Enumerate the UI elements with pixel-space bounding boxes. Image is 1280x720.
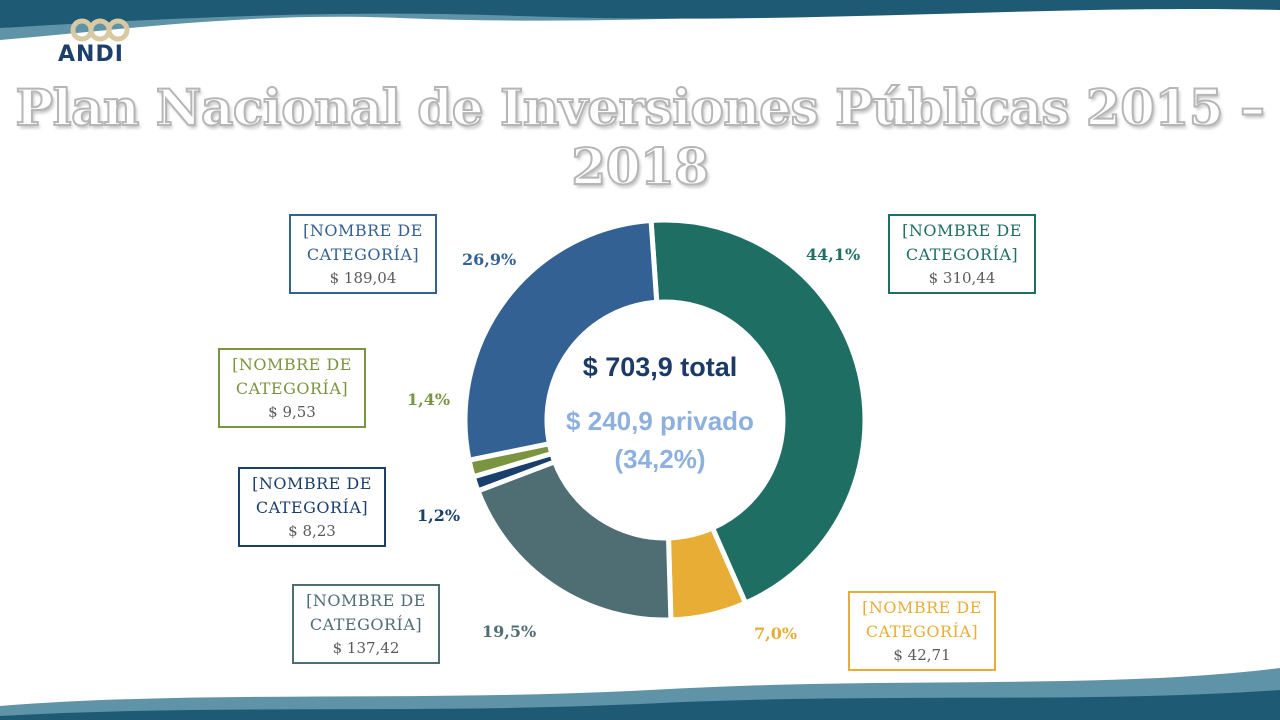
category-value: $ 137,42 [332, 639, 400, 657]
page-title: Plan Nacional de Inversiones Públicas 20… [15, 77, 1267, 197]
percent-label-3: 19,5% [482, 622, 537, 641]
private-percent: (34,2%) [614, 444, 706, 474]
top-wave-dark [0, 0, 1280, 28]
category-box-5: [NOMBRE DE CATEGORÍA] $ 9,53 [218, 348, 366, 428]
category-value: $ 310,44 [928, 269, 996, 287]
category-name: [NOMBRE DE CATEGORÍA] [902, 221, 1022, 264]
category-box-6: [NOMBRE DE CATEGORÍA] $ 189,04 [289, 214, 437, 294]
andi-logo-icon [70, 18, 130, 42]
bottom-wave-dark [0, 690, 1280, 720]
category-box-3: [NOMBRE DE CATEGORÍA] $ 137,42 [292, 584, 440, 664]
category-name: [NOMBRE DE CATEGORÍA] [862, 598, 982, 641]
percent-label-1: 44,1% [806, 245, 861, 264]
category-value: $ 8,23 [288, 522, 336, 540]
category-box-2: [NOMBRE DE CATEGORÍA] $ 42,71 [848, 591, 996, 671]
private-label: $ 240,9 privado (34,2%) [530, 402, 790, 478]
category-value: $ 9,53 [268, 403, 316, 421]
category-name: [NOMBRE DE CATEGORÍA] [306, 591, 426, 634]
category-box-4: [NOMBRE DE CATEGORÍA] $ 8,23 [238, 467, 386, 547]
percent-label-6: 26,9% [462, 250, 517, 269]
category-name: [NOMBRE DE CATEGORÍA] [252, 474, 372, 517]
category-name: [NOMBRE DE CATEGORÍA] [303, 221, 423, 264]
percent-label-4: 1,2% [417, 506, 461, 525]
donut-slice-1 [648, 217, 868, 607]
donut-slice-3 [474, 458, 674, 623]
total-label: $ 703,9 total [582, 352, 738, 382]
category-name: [NOMBRE DE CATEGORÍA] [232, 355, 352, 398]
category-value: $ 42,71 [893, 646, 951, 664]
category-value: $ 189,04 [329, 269, 397, 287]
private-amount: $ 240,9 privado [566, 406, 754, 436]
logo-text: ANDI [58, 42, 124, 67]
percent-label-2: 7,0% [754, 624, 798, 643]
category-box-1: [NOMBRE DE CATEGORÍA] $ 310,44 [888, 214, 1036, 294]
percent-label-5: 1,4% [407, 390, 451, 409]
donut-slice-6 [462, 217, 660, 464]
